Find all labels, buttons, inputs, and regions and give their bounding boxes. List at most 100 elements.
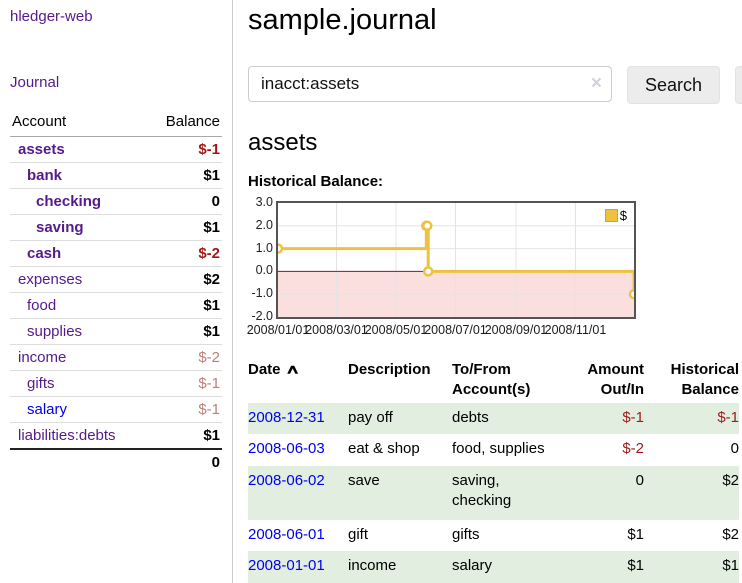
account-row: food $1 bbox=[10, 292, 222, 319]
account-row: checking 0 bbox=[10, 188, 222, 215]
account-balance: $1 bbox=[146, 318, 222, 345]
sidebar-item-journal[interactable]: Journal bbox=[10, 74, 60, 91]
search-input[interactable] bbox=[248, 66, 612, 102]
data-point-marker bbox=[628, 288, 634, 300]
accounts-total-value: 0 bbox=[146, 448, 222, 475]
sidebar-account-link[interactable]: gifts bbox=[27, 375, 55, 392]
search-form: × Search ? bbox=[248, 66, 742, 104]
clear-search-icon[interactable]: × bbox=[590, 73, 602, 94]
data-point-marker bbox=[422, 266, 434, 277]
date-link[interactable]: 2008-12-31 bbox=[248, 409, 325, 426]
register-table-body: 2008-12-31 pay off debts $-1 $-1 2008-06-03 ea… bbox=[248, 403, 739, 583]
account-balance: 0 bbox=[146, 188, 222, 215]
transaction-date: 2008-01-01 bbox=[248, 551, 348, 582]
account-balance: $-1 bbox=[146, 136, 222, 163]
transaction-description: gift bbox=[348, 526, 369, 543]
sidebar-account-link[interactable]: checking bbox=[36, 193, 102, 210]
sidebar-account-link[interactable]: income bbox=[18, 349, 67, 366]
y-axis-tick-label: 1.0 bbox=[255, 240, 273, 255]
account-row: gifts $-1 bbox=[10, 370, 222, 397]
transaction-date: 2008-06-01 bbox=[248, 520, 348, 551]
data-point-marker bbox=[278, 243, 284, 254]
sidebar-account-link[interactable]: cash bbox=[27, 245, 62, 262]
x-axis-tick-label: 2008/05/01 bbox=[364, 323, 428, 337]
historical-balance-column-header: Historical Balance bbox=[670, 361, 739, 398]
accounts-balance-table: Account Balance assets $-1 bank $1 checking 0… bbox=[10, 110, 222, 475]
account-row: cash $-2 bbox=[10, 240, 222, 267]
y-axis-tick-label: -1.0 bbox=[251, 286, 273, 301]
main-content: sample.journal × Search ? assets Histori… bbox=[233, 0, 742, 583]
account-row: assets $-1 bbox=[10, 136, 222, 163]
balance-chart: $ 3.0 2.0 1.0 0.0 -1.0 -2.0 2008/01/01 2008/03/… bbox=[246, 195, 668, 341]
x-axis-tick-label: 2008/07/01 bbox=[424, 323, 487, 337]
accounts-total-spacer bbox=[10, 448, 147, 475]
legend-label: $ bbox=[619, 208, 627, 223]
sidebar-account-link[interactable]: saving bbox=[36, 219, 84, 236]
search-button[interactable]: Search bbox=[627, 66, 721, 104]
account-row: liabilities:debts $1 bbox=[10, 422, 222, 450]
x-axis-tick-label: 2008/03/01 bbox=[305, 323, 368, 337]
transaction-description: save bbox=[348, 471, 380, 489]
page-title: sample.journal bbox=[248, 4, 437, 36]
register-header-row: Date ∧ Description To/From Account(s) Amo… bbox=[248, 358, 739, 403]
transaction-accounts: gifts bbox=[452, 526, 480, 543]
transaction-amount: $-2 bbox=[622, 440, 644, 458]
sidebar-account-link[interactable]: expenses bbox=[18, 271, 83, 288]
date-link[interactable]: 2008-01-01 bbox=[248, 557, 325, 575]
transaction-date: 2008-12-31 bbox=[248, 403, 348, 434]
account-balance: $1 bbox=[146, 162, 222, 189]
sidebar-account-link[interactable]: food bbox=[27, 297, 57, 314]
x-axis-tick-label: 2008/11/01 bbox=[544, 323, 607, 337]
y-axis-tick-label: 0.0 bbox=[255, 263, 273, 278]
account-row: supplies $1 bbox=[10, 318, 222, 345]
account-balance: $-1 bbox=[146, 370, 222, 397]
sidebar-account-link[interactable]: salary bbox=[27, 401, 68, 418]
sidebar-account-link[interactable]: liabilities:debts bbox=[18, 427, 116, 444]
date-column-header[interactable]: Date ∧ bbox=[248, 361, 300, 378]
accounts-column-header: Account bbox=[10, 110, 147, 137]
x-axis-tick-label: 2008/01/01 bbox=[246, 323, 310, 337]
help-button[interactable]: ? bbox=[735, 66, 742, 104]
app-brand-link[interactable]: hledger-web bbox=[10, 8, 93, 25]
legend-swatch bbox=[604, 209, 618, 222]
data-point-marker bbox=[421, 220, 433, 232]
register-row: 2008-12-31 pay off debts $-1 $-1 bbox=[248, 403, 739, 435]
transaction-balance: $2 bbox=[722, 526, 739, 543]
accounts-total-row: 0 bbox=[10, 448, 222, 475]
account-heading: assets bbox=[248, 129, 318, 156]
sidebar-account-link[interactable]: supplies bbox=[27, 323, 83, 340]
account-balance: $1 bbox=[146, 292, 222, 319]
account-balance: $-2 bbox=[146, 240, 222, 267]
account-row: expenses $2 bbox=[10, 266, 222, 293]
transaction-description: eat & shop bbox=[348, 440, 420, 458]
transaction-balance: $-1 bbox=[717, 409, 739, 426]
account-balance: $-1 bbox=[146, 396, 222, 423]
date-link[interactable]: 2008-06-03 bbox=[248, 440, 325, 458]
date-link[interactable]: 2008-06-02 bbox=[248, 471, 325, 489]
sidebar-account-link[interactable]: bank bbox=[27, 167, 63, 184]
account-row: saving $1 bbox=[10, 214, 222, 241]
register-row: 2008-06-01 gift gifts $1 $2 bbox=[248, 520, 739, 551]
date-link[interactable]: 2008-06-01 bbox=[248, 526, 325, 543]
sidebar: hledger-web Journal Account Balance asse… bbox=[0, 0, 233, 583]
chart-plot[interactable]: $ bbox=[276, 201, 636, 319]
accounts-table-body: assets $-1 bank $1 checking 0 saving $1 cash $-2 e… bbox=[10, 136, 222, 450]
account-row: salary $-1 bbox=[10, 396, 222, 423]
sort-ascending-icon: ∧ bbox=[284, 362, 300, 377]
transaction-balance: $2 bbox=[722, 471, 739, 489]
transaction-balance: $1 bbox=[722, 557, 739, 575]
transaction-accounts: food, supplies bbox=[452, 440, 545, 458]
transaction-amount: $1 bbox=[627, 557, 644, 575]
transaction-amount: 0 bbox=[635, 471, 644, 489]
transaction-amount: $-1 bbox=[622, 409, 644, 426]
chart-canvas bbox=[278, 203, 634, 317]
account-balance: $-2 bbox=[146, 344, 222, 371]
transaction-accounts: salary bbox=[452, 557, 493, 575]
y-axis-tick-label: 2.0 bbox=[255, 217, 273, 232]
register-table: Date ∧ Description To/From Account(s) Amo… bbox=[248, 358, 739, 583]
amount-column-header: Amount Out/In bbox=[587, 361, 644, 398]
y-axis-tick-label: 3.0 bbox=[255, 195, 273, 209]
sidebar-account-link[interactable]: assets bbox=[18, 141, 65, 158]
account-balance: $1 bbox=[146, 422, 222, 450]
transaction-date: 2008-06-03 bbox=[248, 434, 348, 465]
